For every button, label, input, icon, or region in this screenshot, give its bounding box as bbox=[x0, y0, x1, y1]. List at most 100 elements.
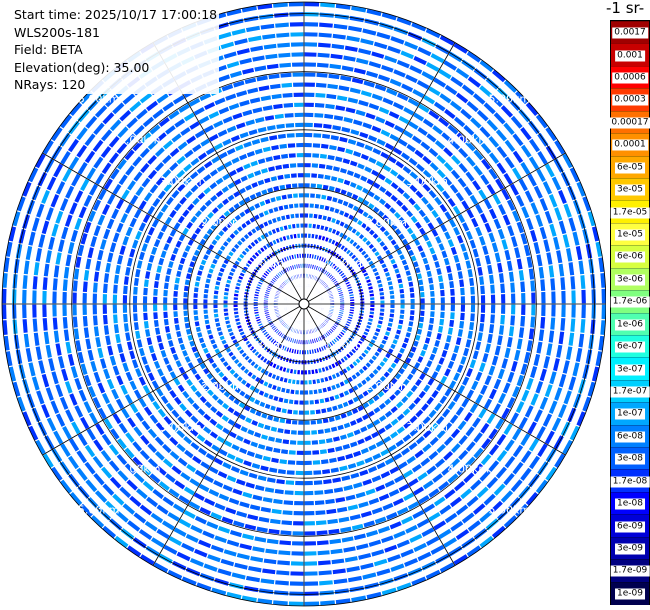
field-cell bbox=[582, 396, 592, 413]
field-cell bbox=[496, 433, 507, 446]
field-cell bbox=[238, 199, 246, 207]
field-cell bbox=[254, 191, 263, 198]
field-cell bbox=[282, 163, 290, 169]
field-cell bbox=[321, 133, 331, 139]
field-cell bbox=[535, 380, 544, 395]
field-cell bbox=[389, 133, 400, 142]
field-cell bbox=[528, 327, 535, 341]
field-cell bbox=[304, 223, 309, 228]
colorbar-tick-label: 6e-09 bbox=[615, 521, 645, 532]
field-cell bbox=[126, 117, 139, 129]
field-cell bbox=[258, 322, 263, 327]
field-cell bbox=[375, 440, 385, 448]
field-cell bbox=[410, 232, 418, 241]
field-cell bbox=[228, 582, 245, 590]
field-cell bbox=[392, 69, 407, 78]
field-cell bbox=[143, 320, 149, 330]
field-cell bbox=[198, 115, 210, 125]
field-cell bbox=[169, 422, 179, 433]
field-cell bbox=[288, 399, 294, 405]
field-cell bbox=[243, 15, 259, 23]
field-cell bbox=[486, 476, 499, 490]
field-cell bbox=[48, 357, 56, 372]
field-cell bbox=[117, 126, 129, 139]
field-cell bbox=[304, 2, 320, 7]
field-cell bbox=[82, 304, 87, 316]
field-cell bbox=[424, 336, 431, 345]
field-cell bbox=[420, 304, 425, 311]
field-cell bbox=[414, 449, 425, 459]
field-cell bbox=[437, 68, 452, 80]
field-cell bbox=[469, 402, 479, 414]
field-cell bbox=[385, 511, 399, 521]
field-cell bbox=[352, 119, 364, 126]
field-cell bbox=[188, 97, 201, 107]
field-cell bbox=[254, 453, 264, 460]
field-cell bbox=[249, 345, 255, 352]
field-cell bbox=[430, 544, 445, 556]
field-cell bbox=[235, 90, 248, 98]
field-cell bbox=[28, 231, 36, 247]
field-cell bbox=[232, 520, 246, 528]
field-cell bbox=[545, 466, 558, 482]
field-cell bbox=[500, 283, 506, 294]
field-cell bbox=[378, 106, 390, 115]
field-cell bbox=[147, 428, 158, 439]
field-cell bbox=[208, 133, 219, 142]
field-cell bbox=[591, 304, 596, 320]
field-cell bbox=[84, 150, 96, 164]
field-cell bbox=[124, 133, 136, 146]
field-cell bbox=[409, 428, 419, 437]
field-cell bbox=[141, 242, 148, 253]
field-cell bbox=[111, 493, 125, 506]
field-cell bbox=[197, 269, 203, 277]
field-cell bbox=[113, 323, 120, 334]
field-cell bbox=[395, 400, 404, 409]
field-cell bbox=[203, 298, 208, 304]
field-cell bbox=[400, 298, 405, 304]
field-cell bbox=[491, 69, 507, 83]
field-cell bbox=[529, 365, 538, 379]
field-cell bbox=[570, 275, 576, 290]
field-cell bbox=[218, 448, 229, 457]
ray-separator bbox=[12, 225, 299, 303]
field-cell bbox=[122, 361, 130, 373]
field-cell bbox=[184, 322, 190, 330]
field-cell bbox=[122, 294, 128, 304]
field-cell bbox=[160, 249, 167, 259]
field-cell bbox=[304, 470, 313, 476]
field-cell bbox=[25, 245, 33, 261]
field-cell bbox=[143, 287, 148, 296]
field-cell bbox=[268, 266, 273, 272]
field-cell bbox=[355, 543, 370, 551]
field-cell bbox=[226, 147, 236, 156]
field-cell bbox=[315, 530, 329, 536]
field-cell bbox=[475, 226, 483, 237]
field-cell bbox=[383, 398, 392, 406]
field-cell bbox=[450, 288, 455, 297]
field-cell bbox=[331, 340, 336, 345]
field-cell bbox=[562, 153, 574, 169]
field-cell bbox=[436, 332, 442, 341]
field-cell bbox=[315, 520, 328, 526]
field-cell bbox=[116, 158, 128, 171]
field-cell bbox=[557, 403, 568, 419]
field-cell bbox=[374, 516, 387, 525]
field-cell bbox=[289, 389, 295, 395]
field-cell bbox=[116, 374, 124, 386]
field-cell bbox=[472, 503, 486, 516]
field-cell bbox=[76, 144, 88, 159]
field-cell bbox=[428, 276, 434, 285]
field-cell bbox=[448, 379, 457, 390]
field-cell bbox=[437, 325, 444, 334]
field-cell bbox=[502, 381, 511, 395]
field-cell bbox=[179, 343, 186, 351]
field-cell bbox=[336, 177, 345, 184]
field-cell bbox=[221, 198, 230, 206]
field-cell bbox=[264, 487, 275, 493]
field-cell bbox=[64, 380, 73, 395]
field-cell bbox=[542, 412, 553, 428]
field-cell bbox=[152, 108, 165, 120]
field-cell bbox=[367, 190, 376, 198]
field-cell bbox=[213, 457, 224, 466]
